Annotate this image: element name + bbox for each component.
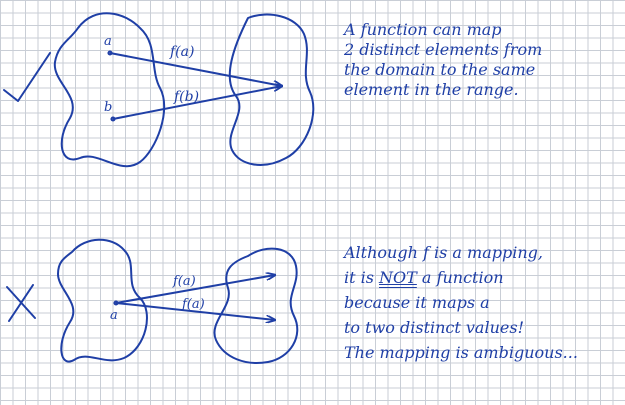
note-bottom-line-1: Although f is a mapping, (344, 243, 543, 262)
domain-blob-bottom (57, 238, 148, 363)
point-a-bottom-label: a (110, 308, 118, 323)
label-fa-bottom-lower: f(a) (181, 297, 205, 312)
point-b-top-label: b (104, 100, 112, 115)
label-fb-top: f(b) (173, 89, 199, 105)
note-bottom-line-2-pre: it is (344, 268, 380, 287)
point-a-top-label: a (104, 34, 112, 49)
check-icon (3, 52, 51, 102)
note-bottom-line-5: The mapping is ambiguous... (344, 343, 578, 362)
not-emphasis: NOT (379, 268, 417, 287)
cross-icon (6, 284, 36, 322)
range-blob-bottom (213, 247, 299, 364)
note-top-line-1: A function can map (344, 20, 502, 39)
note-bottom-line-2-post: a function (416, 268, 504, 287)
arrow-fb-top (112, 86, 282, 120)
domain-blob-top (53, 12, 166, 168)
note-bottom: Although f is a mapping, it is NOT a fun… (344, 240, 578, 365)
arrow-fa-bottom-lower (115, 302, 275, 320)
note-bottom-line-3: because it maps a (344, 293, 490, 312)
note-bottom-line-4: to two distinct values! (344, 318, 524, 337)
note-top-line-2: 2 distinct elements from (344, 40, 543, 59)
arrow-fa-top (109, 52, 282, 86)
note-top-line-3: the domain to the same (344, 60, 536, 79)
note-bottom-line-2: it is NOT a function (344, 265, 578, 290)
arrow-fa-bottom-upper (115, 275, 275, 304)
label-fa-bottom-upper: f(a) (172, 274, 196, 289)
range-blob-top (228, 13, 315, 166)
label-fa-top: f(a) (169, 44, 194, 60)
note-top-line-4: element in the range. (344, 80, 519, 99)
note-top: A function can map 2 distinct elements f… (344, 20, 542, 100)
